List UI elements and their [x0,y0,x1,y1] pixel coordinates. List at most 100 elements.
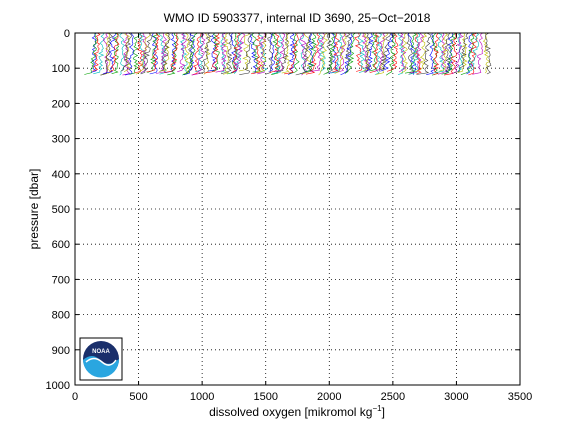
x-tick-label: 500 [129,391,147,403]
profile-line [276,32,291,73]
profile-line [457,32,463,73]
oxygen-profiles [84,32,492,76]
profile-line [249,32,258,74]
profile-line [233,32,243,75]
profile-line [185,32,194,73]
noaa-logo-wave [83,356,120,378]
profile-line [336,32,347,73]
profile-line [385,32,397,76]
x-tick-label: 1000 [190,391,214,403]
profile-line [373,32,386,72]
noaa-logo: NOAA [79,337,123,381]
profile-line [146,33,161,73]
profile-line [204,32,221,74]
x-axis-label-main: dissolved oxygen [mikromol kg [209,405,372,419]
profile-line [451,32,464,74]
profile-line [84,32,99,75]
profile-line [369,32,378,72]
profile-line [284,32,299,75]
profile-line [441,32,457,75]
y-tick-label: 700 [52,274,70,286]
axis-ticks [74,32,521,386]
x-axis-label-exponent: −1 [372,404,382,413]
profile-line [182,32,198,75]
x-tick-label: 2500 [381,391,405,403]
y-tick-labels: 0 100 200 300 400 500 600 700 800 900 1000 [46,28,70,392]
y-tick-label: 0 [64,28,70,40]
profile-line [122,32,131,76]
profile-line [256,32,267,73]
profile-line [414,32,422,75]
profile-line [109,32,120,72]
profile-line [92,32,101,72]
profile-line [362,32,371,72]
profile-line [102,32,109,75]
profile-line [177,32,187,73]
profile-line [257,32,267,75]
profile-line [369,32,380,73]
profile-line [251,32,262,75]
profile-line [215,32,228,73]
profile-line [426,32,436,75]
profile-line [317,32,326,72]
profile-line [439,32,448,72]
profile-line [160,32,171,72]
profile-line [433,32,439,76]
profile-line [273,32,286,72]
profile-line [305,32,320,75]
x-tick-label: 3000 [444,391,468,403]
x-axis-label: dissolved oxygen [mikromol kg−1] [209,404,385,419]
profile-line [344,32,356,74]
profile-line [376,32,388,75]
profile-line [386,33,399,72]
profile-line [268,32,276,72]
x-tick-label: 1500 [253,391,277,403]
profile-line [365,32,374,72]
profile-line [409,32,425,74]
profile-line [437,32,448,75]
grid-lines [75,33,520,385]
y-tick-label: 1000 [46,380,70,392]
profile-line [198,32,212,74]
profile-line [295,32,312,76]
profile-line [323,32,336,75]
x-tick-labels: 0 500 1000 1500 2000 2500 3000 3500 [72,391,532,403]
x-axis-label-suffix: ] [382,405,385,419]
profile-line [135,32,151,75]
profile-line [231,32,241,74]
profile-line [269,33,281,73]
profile-line [431,32,439,76]
profile-line [467,32,479,73]
profile-line [344,32,352,73]
profile-line [124,32,134,76]
profile-line [93,32,105,75]
profile-line [334,32,347,74]
profile-line [400,32,408,74]
profile-line [298,32,308,74]
profile-line [100,32,112,76]
profile-line [239,32,253,75]
profile-line [398,32,407,73]
profile-line [223,32,230,75]
y-tick-label: 400 [52,169,70,181]
profile-line [374,32,383,75]
profile-line [102,32,116,74]
profile-line [100,32,114,76]
profile-line [309,32,325,72]
profile-line [111,32,120,74]
profile-line [454,32,469,74]
profile-line [472,32,484,75]
profile-line [191,32,206,76]
y-tick-label: 900 [52,345,70,357]
profile-line [444,32,452,75]
profile-line [134,32,144,74]
y-tick-label: 500 [52,204,70,216]
y-axis-label: pressure [dbar] [27,169,41,250]
profile-line [212,32,220,72]
profile-line [191,32,202,76]
profile-line [180,32,188,76]
profile-line [443,32,457,76]
profile-line [163,33,179,73]
profile-line [183,32,191,75]
